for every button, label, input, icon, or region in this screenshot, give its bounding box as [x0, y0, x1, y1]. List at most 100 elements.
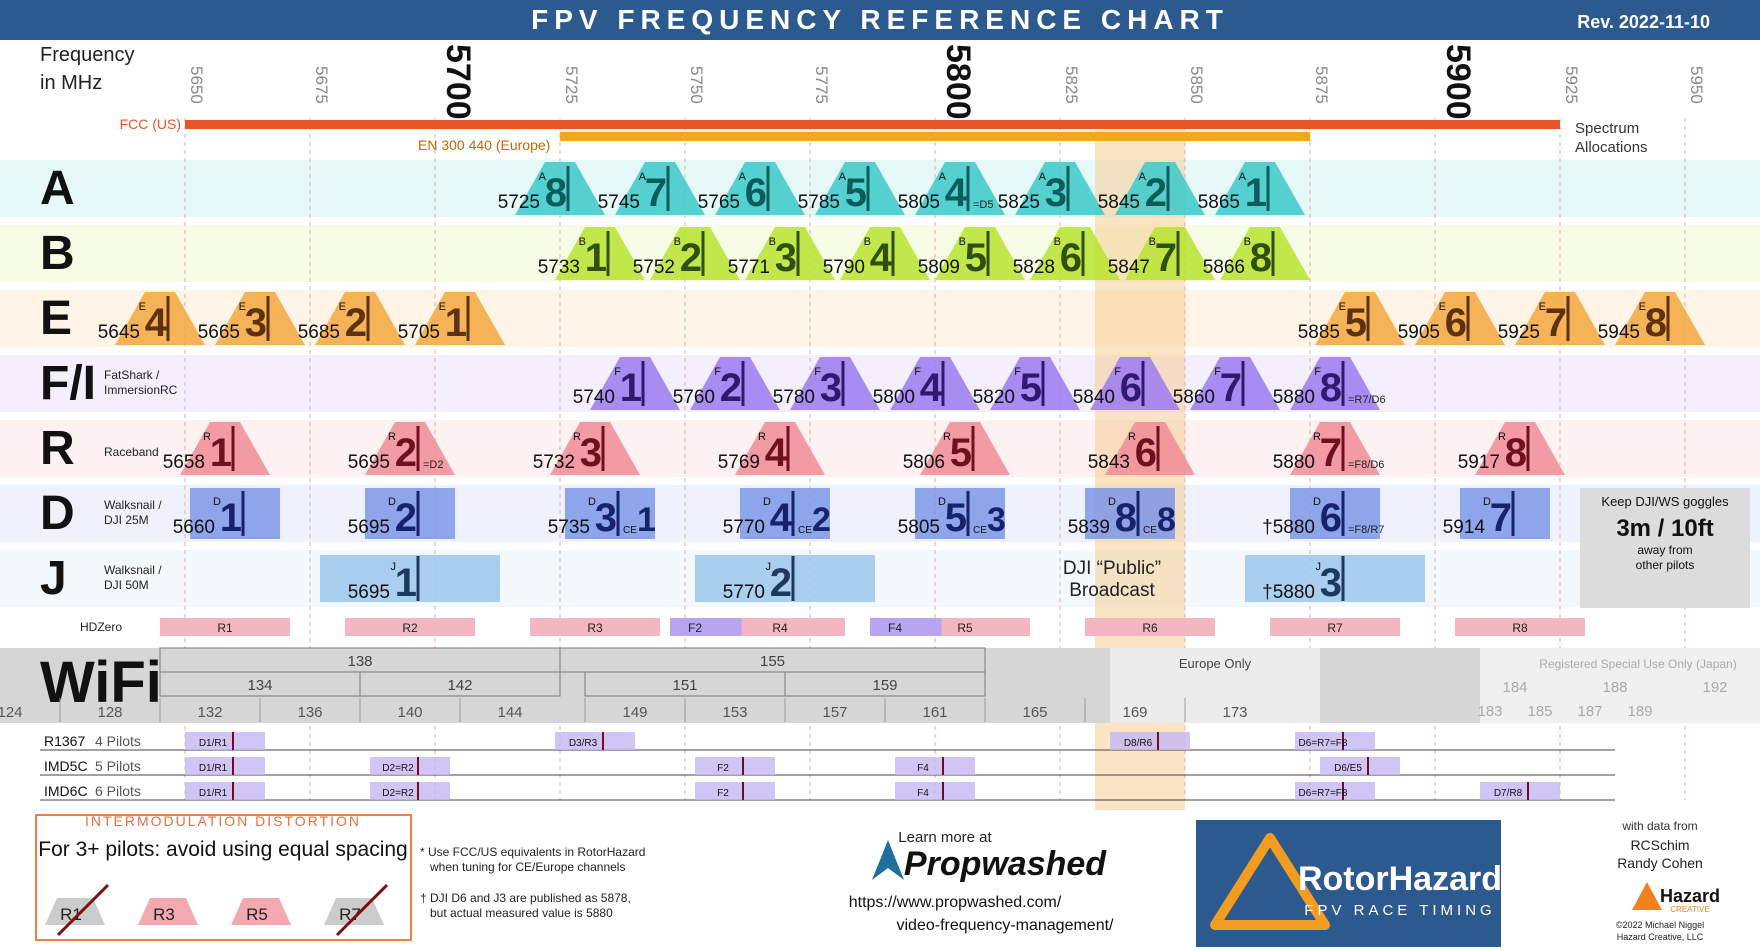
- ce-mark: CE: [973, 525, 987, 536]
- channel-band-mark: J: [766, 561, 772, 573]
- channel-frequency: 5735: [548, 517, 590, 538]
- wifi-japan-narrow: 189: [1627, 703, 1652, 720]
- goggles-note-line3: other pilots: [1636, 558, 1695, 572]
- note-2-line1: † DJI D6 and J3 are published as 5878,: [420, 891, 631, 905]
- goggles-note-distance: 3m / 10ft: [1616, 515, 1713, 542]
- channel-shape: [1215, 162, 1305, 215]
- channel-box: [320, 555, 500, 602]
- imd-row-name: IMD5C: [44, 758, 88, 774]
- imd-mark-label: D1/R1: [199, 738, 228, 749]
- channel-shape: [920, 422, 1010, 475]
- imd-mark: [185, 732, 265, 750]
- imd-mark-label: D6=R7=F8: [1299, 788, 1348, 799]
- imd-row-pilots: 5 Pilots: [95, 758, 141, 774]
- wifi-channel-label: 161: [922, 704, 947, 721]
- channel-number: 8: [545, 171, 567, 215]
- channel-frequency: †5880: [1262, 582, 1315, 603]
- channel-number: 1: [395, 561, 417, 605]
- channel-number: 2: [395, 431, 417, 475]
- channel-number: 2: [720, 366, 742, 410]
- imd-mark-label: D1/R1: [199, 763, 228, 774]
- channel-frequency: †5880: [1262, 517, 1315, 538]
- channel-shape: [615, 162, 705, 215]
- channel-band-mark: F: [814, 366, 821, 378]
- channel-number: 1: [210, 431, 232, 475]
- axis-label-line1: Frequency: [40, 44, 135, 66]
- channel-band-mark: B: [864, 236, 871, 248]
- channel-band-mark: A: [539, 171, 547, 183]
- channel-frequency: 5945: [1598, 322, 1640, 343]
- hdzero-channel-label: R2: [402, 621, 418, 635]
- channel-shape: [1090, 357, 1180, 410]
- imd-mark: [370, 757, 450, 775]
- band-letter: B: [40, 227, 75, 280]
- channel-number: 3: [580, 431, 602, 475]
- channel-frequency: 5771: [728, 257, 770, 278]
- channel-frequency: 5790: [823, 257, 865, 278]
- wifi-japan-narrow: 187: [1577, 703, 1602, 720]
- channel-band-mark: F: [714, 366, 721, 378]
- propwashed-url-1: https://www.propwashed.com/: [849, 894, 1062, 911]
- channel-frequency: 5847: [1108, 257, 1150, 278]
- channel-frequency: 5769: [718, 452, 760, 473]
- channel-number: 2: [680, 236, 702, 280]
- imd-box-item: R7: [339, 905, 361, 924]
- imd-mark: [1295, 732, 1375, 750]
- channel-band-mark: R: [203, 431, 211, 443]
- channel-number: 4: [765, 431, 788, 475]
- channel-box: [1085, 488, 1175, 539]
- imd-mark: [1480, 782, 1560, 800]
- channel-shape: [715, 162, 805, 215]
- wifi-wide-channel: [359, 671, 561, 697]
- goggles-note-box: [1580, 488, 1750, 608]
- imd-mark: [895, 757, 975, 775]
- channel-shape: [550, 422, 640, 475]
- propwashed-url-2: video-frequency-management/: [896, 917, 1114, 934]
- imd-mark: [555, 732, 635, 750]
- channel-frequency: 5925: [1498, 322, 1540, 343]
- axis-tick-label: 5750: [687, 66, 706, 104]
- channel-number: 7: [1490, 496, 1512, 540]
- channel-band-mark: R: [1313, 431, 1321, 443]
- rotorhazard-brand: RotorHazard: [1298, 860, 1502, 898]
- imd-mark: [895, 782, 975, 800]
- channel-number: 8: [1645, 301, 1667, 345]
- channel-frequency: 5914: [1443, 517, 1486, 538]
- wifi-japan-narrow: 183: [1477, 703, 1502, 720]
- channel-number: 6: [1135, 431, 1157, 475]
- credits-copy-1: ©2022 Michael Niggel: [1616, 920, 1704, 930]
- credits-hazard: Hazard: [1660, 886, 1720, 906]
- channel-frequency: 5885: [1298, 322, 1340, 343]
- hdzero-channel: [1455, 618, 1585, 636]
- channel-band-mark: E: [439, 301, 446, 313]
- channel-shape: [315, 292, 405, 345]
- channel-shape: [1515, 292, 1605, 345]
- channel-number: 8: [1505, 431, 1527, 475]
- channel-number: 1: [620, 366, 642, 410]
- channel-band-mark: D: [388, 496, 396, 508]
- imd-mark-label: F2: [717, 763, 729, 774]
- channel-number: 7: [1320, 431, 1342, 475]
- channel-frequency: 5780: [773, 387, 815, 408]
- channel-number: 8: [1115, 496, 1137, 540]
- channel-band-mark: D: [1483, 496, 1491, 508]
- channel-number: 6: [745, 171, 767, 215]
- channel-number: 7: [1155, 236, 1177, 280]
- channel-band-mark: E: [339, 301, 346, 313]
- ce-channel: 3: [987, 501, 1006, 539]
- channel-band-mark: D: [938, 496, 946, 508]
- axis-tick-label: 5725: [562, 66, 581, 104]
- channel-band-mark: F: [1214, 366, 1221, 378]
- public-broadcast-label-2: Broadcast: [1069, 580, 1155, 601]
- axis-tick-label: 5875: [1312, 66, 1331, 104]
- channel-number: 3: [1045, 171, 1067, 215]
- hdzero-purple: [670, 618, 742, 636]
- band-letter: A: [40, 162, 75, 215]
- imd-box-item: R5: [246, 905, 268, 924]
- hdzero-channel-label: R1: [217, 621, 233, 635]
- allocation-bar: [185, 120, 1560, 129]
- channel-shape: [790, 357, 880, 410]
- axis-tick-label: 5825: [1062, 66, 1081, 104]
- band-letter: J: [40, 552, 67, 605]
- channel-number: 6: [1120, 366, 1142, 410]
